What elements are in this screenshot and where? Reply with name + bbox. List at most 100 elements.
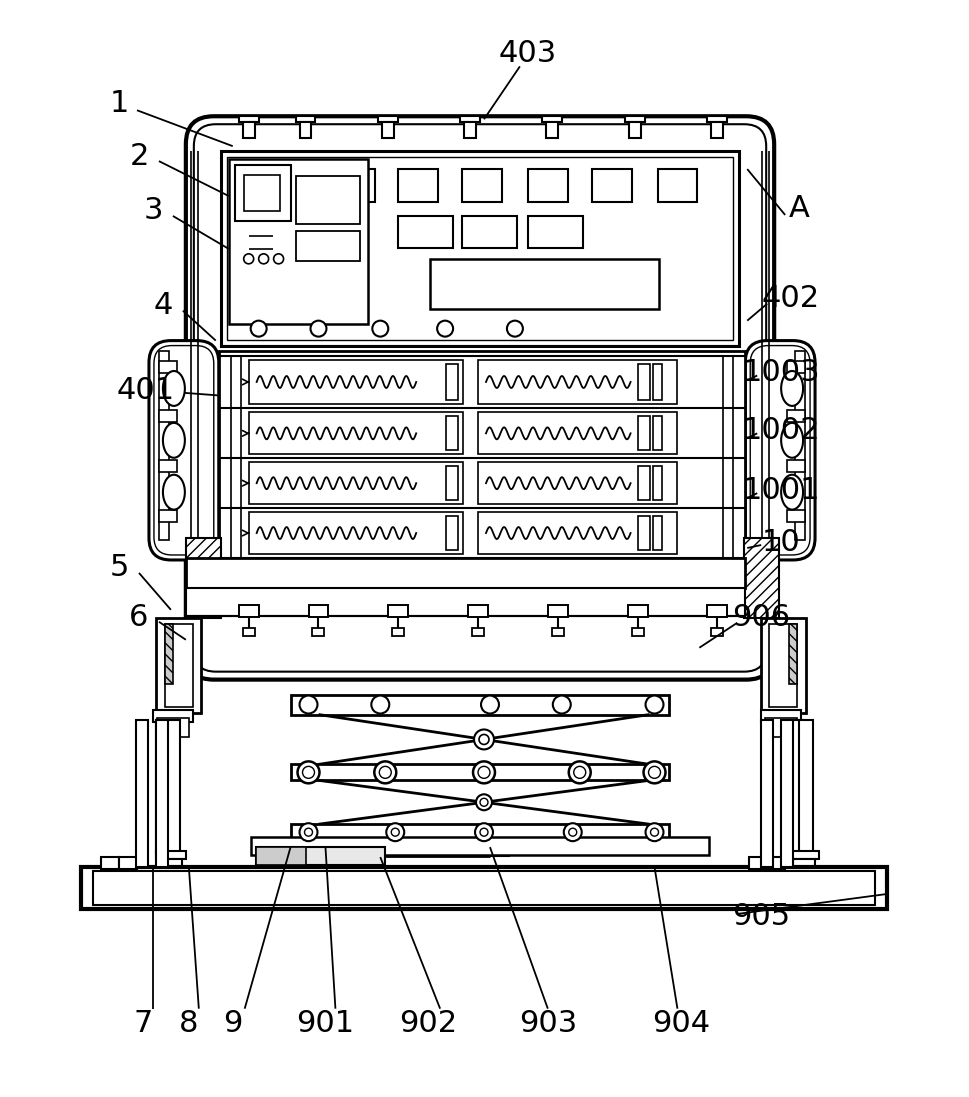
Bar <box>308 604 328 617</box>
Bar <box>767 857 785 869</box>
Ellipse shape <box>781 475 803 510</box>
Bar <box>652 417 663 450</box>
Bar <box>446 466 458 500</box>
Bar <box>186 538 221 618</box>
Bar <box>638 516 649 550</box>
Bar <box>291 694 670 714</box>
Bar <box>629 122 641 138</box>
Bar <box>638 363 649 400</box>
FancyBboxPatch shape <box>750 346 810 555</box>
Bar <box>291 824 670 840</box>
Bar <box>528 216 582 248</box>
Ellipse shape <box>781 371 803 406</box>
Bar <box>256 847 386 866</box>
FancyBboxPatch shape <box>745 340 815 559</box>
Circle shape <box>475 823 493 841</box>
Text: 2: 2 <box>129 142 148 171</box>
Text: 905: 905 <box>733 903 791 931</box>
Circle shape <box>387 823 404 841</box>
Bar <box>299 122 311 138</box>
Bar <box>652 516 663 550</box>
Bar <box>551 627 564 636</box>
FancyBboxPatch shape <box>149 340 219 559</box>
Bar <box>249 462 463 505</box>
Bar <box>153 710 193 722</box>
Bar <box>249 412 463 454</box>
Bar <box>781 720 793 867</box>
Bar <box>242 122 255 138</box>
Bar <box>156 618 201 713</box>
Circle shape <box>480 799 488 806</box>
Bar <box>460 116 480 122</box>
Bar <box>234 166 291 220</box>
Circle shape <box>379 767 391 779</box>
Bar <box>229 159 368 324</box>
Bar <box>93 871 875 905</box>
Bar <box>546 122 558 138</box>
Bar <box>81 867 887 909</box>
Circle shape <box>297 761 320 783</box>
Bar <box>101 857 119 869</box>
Bar <box>312 627 325 636</box>
Text: 4: 4 <box>153 291 172 320</box>
Circle shape <box>302 767 315 779</box>
Bar <box>156 720 168 867</box>
Bar <box>446 417 458 450</box>
Circle shape <box>481 695 499 713</box>
Circle shape <box>372 320 389 337</box>
Bar <box>766 717 797 737</box>
Text: 906: 906 <box>733 603 791 632</box>
Bar <box>249 360 463 405</box>
Bar <box>296 177 360 224</box>
Text: 7: 7 <box>134 1009 153 1038</box>
Circle shape <box>564 823 581 841</box>
Bar <box>296 230 360 261</box>
Bar <box>383 122 394 138</box>
Bar <box>156 851 186 859</box>
Circle shape <box>645 823 664 841</box>
Bar <box>787 461 805 472</box>
Bar <box>238 604 259 617</box>
Text: 903: 903 <box>518 1009 577 1038</box>
Ellipse shape <box>781 422 803 457</box>
Bar <box>658 169 698 202</box>
Text: 401: 401 <box>117 376 175 405</box>
Bar <box>632 627 643 636</box>
Bar <box>462 216 516 248</box>
Text: 904: 904 <box>652 1009 710 1038</box>
Bar <box>119 857 137 869</box>
Bar <box>468 604 488 617</box>
Bar <box>165 624 193 706</box>
Bar <box>157 717 189 737</box>
Circle shape <box>645 695 664 713</box>
Bar <box>291 765 670 780</box>
Bar <box>160 859 182 871</box>
Circle shape <box>259 253 268 263</box>
Bar <box>625 116 644 122</box>
Bar <box>528 169 568 202</box>
Circle shape <box>480 828 488 836</box>
Circle shape <box>648 767 661 779</box>
Bar <box>389 604 408 617</box>
Text: 403: 403 <box>499 38 557 68</box>
Bar <box>707 116 728 122</box>
Ellipse shape <box>163 475 185 510</box>
Bar <box>478 512 677 554</box>
Bar <box>159 410 177 422</box>
Text: 9: 9 <box>223 1009 242 1038</box>
Bar <box>789 720 803 855</box>
Bar <box>136 720 148 867</box>
Bar <box>186 588 745 615</box>
Circle shape <box>371 695 390 713</box>
Circle shape <box>391 828 399 836</box>
Bar <box>446 363 458 400</box>
Text: 901: 901 <box>297 1009 355 1038</box>
Circle shape <box>569 761 591 783</box>
Circle shape <box>478 767 490 779</box>
Bar <box>628 604 647 617</box>
Bar <box>749 857 767 869</box>
Bar <box>159 361 177 373</box>
Bar <box>159 510 177 522</box>
Circle shape <box>479 735 489 745</box>
Circle shape <box>310 320 327 337</box>
